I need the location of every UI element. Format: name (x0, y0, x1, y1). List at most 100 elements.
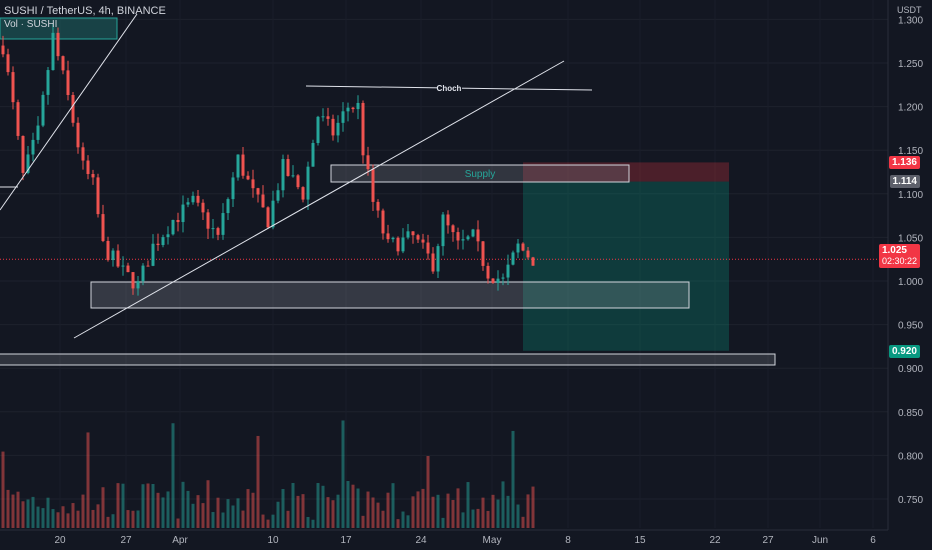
volume-bar (71, 503, 75, 528)
candle-body (516, 243, 520, 253)
volume-bar (216, 497, 220, 528)
left-trendline (0, 13, 138, 211)
volume-bar (336, 494, 340, 528)
lower-demand-box (0, 353, 776, 366)
candle-body (486, 265, 490, 279)
x-tick-label: Jun (812, 535, 828, 546)
candle-body (266, 207, 270, 228)
volume-bar (26, 499, 30, 528)
volume-bar (6, 489, 10, 528)
volume-bar (396, 519, 400, 528)
candle-body (141, 265, 145, 282)
supply-zone-box (330, 164, 630, 183)
volume-bar (346, 480, 350, 528)
candle-body (426, 242, 430, 254)
candle-body (211, 228, 215, 230)
volume-bar (481, 497, 485, 528)
volume-bar (91, 509, 95, 528)
volume-bar (136, 510, 140, 528)
candle-body (181, 204, 185, 223)
x-tick-label: 10 (267, 535, 279, 546)
volume-bar (141, 484, 145, 528)
candle-body (331, 118, 335, 136)
x-tick-label: 27 (120, 535, 132, 546)
candle-body (241, 154, 245, 176)
candle-body (221, 213, 225, 235)
candle-body (446, 214, 450, 226)
volume-bar (311, 519, 315, 528)
candle-body (26, 154, 30, 173)
candle-body (461, 239, 465, 241)
candle-body (11, 72, 15, 103)
volume-bar (406, 515, 410, 528)
candle-body (151, 243, 155, 266)
volume-bar (431, 496, 435, 528)
volume-bar (491, 494, 495, 528)
volume-bar (196, 495, 200, 528)
candle-body (226, 199, 230, 214)
candle-body (386, 233, 390, 240)
volume-bar (251, 492, 255, 528)
volume-bar (51, 509, 55, 528)
candle-body (71, 95, 75, 123)
candle-body (376, 201, 380, 211)
y-tick-label: 1.150 (898, 146, 923, 157)
candle-body (176, 219, 180, 223)
volume-bar (466, 482, 470, 528)
y-tick-label: 0.950 (898, 321, 923, 332)
volume-bar (506, 495, 510, 528)
volume-bar (86, 432, 90, 528)
candle-body (431, 253, 435, 272)
volume-bar (376, 502, 380, 528)
volume-bar (416, 491, 420, 528)
candle-body (441, 214, 445, 247)
volume-bar (421, 488, 425, 528)
y-tick-label: 1.050 (898, 233, 923, 244)
candle-body (121, 265, 125, 267)
candle-body (66, 70, 70, 96)
y-tick-label: 0.850 (898, 408, 923, 419)
volume-bar (266, 519, 270, 528)
candle-body (1, 45, 5, 55)
candle-body (346, 107, 350, 112)
volume-bar (36, 506, 40, 528)
volume-bar (56, 512, 60, 528)
candle-body (366, 155, 370, 170)
y-tick-label: 1.250 (898, 59, 923, 70)
candle-body (276, 190, 280, 201)
x-tick-label: 15 (634, 535, 646, 546)
last-price-value: 1.025 (881, 245, 907, 256)
candle-body (76, 122, 80, 148)
candle-body (256, 188, 260, 195)
volume-bar (131, 510, 135, 528)
y-tick-label: 1.000 (898, 277, 923, 288)
candle-body (311, 142, 315, 167)
candle-body (161, 237, 165, 246)
symbol-title: SUSHI / TetherUS, 4h, BINANCE (4, 5, 166, 17)
candle-body (91, 174, 95, 178)
candle-body (46, 70, 50, 95)
candle-body (146, 265, 150, 267)
x-tick-label: 20 (54, 535, 66, 546)
candle-body (506, 264, 510, 278)
volume-bar (261, 514, 265, 528)
volume-bar (401, 511, 405, 528)
y-axis-currency: USDT (897, 5, 922, 15)
volume-bar (176, 518, 180, 528)
candle-body (476, 229, 480, 242)
volume-bar (356, 488, 360, 528)
candle-body (511, 252, 515, 265)
candle-body (471, 229, 475, 237)
candle-body (336, 122, 340, 136)
candle-body (396, 237, 400, 252)
candle-body (246, 175, 250, 180)
candle-body (96, 177, 100, 215)
candle-body (156, 243, 160, 246)
volume-bar (366, 491, 370, 528)
volume-bar (1, 451, 5, 528)
x-tick-label: 24 (415, 535, 427, 546)
candle-body (411, 231, 415, 236)
volume-bar (301, 494, 305, 528)
